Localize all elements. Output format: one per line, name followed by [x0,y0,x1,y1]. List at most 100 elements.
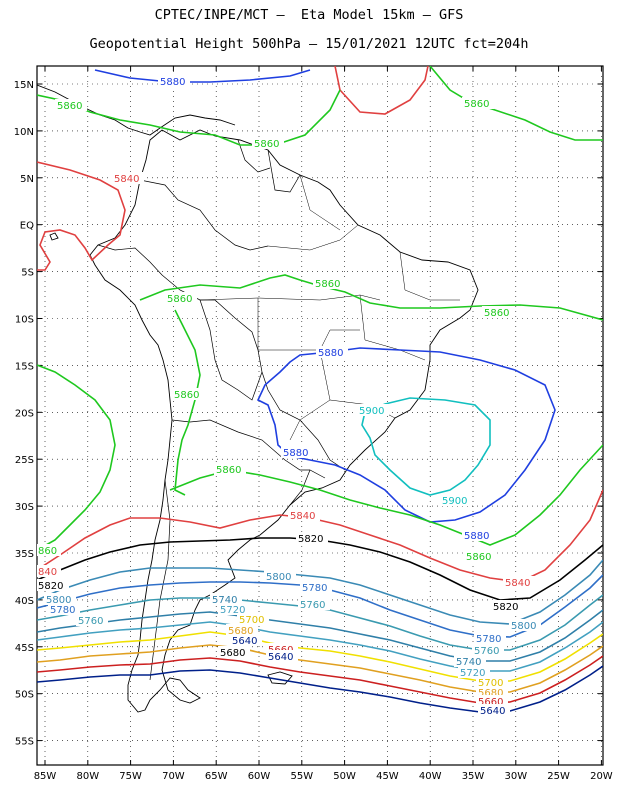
latitude-label: EQ [20,221,34,232]
contour-label-5760: 5760 [474,646,499,657]
longitude-label: 65W [205,771,228,782]
contour-label-5720: 5720 [460,668,485,679]
contour-label-5680: 5680 [228,626,253,637]
longitude-label: 25W [547,771,570,782]
contour-5800 [37,559,603,625]
contour-label-5780: 5780 [50,605,75,616]
contour-label-5760: 5760 [78,616,103,627]
contour-label-5820: 5820 [38,581,63,592]
latitude-label: 15N [14,80,34,91]
contour-label-5860: 5860 [254,139,279,150]
contour-label-5800: 5800 [266,572,291,583]
contour-label-5700: 5700 [478,678,503,689]
longitude-label: 50W [333,771,356,782]
border-bolivia [199,299,263,401]
contour-label-5860: 5860 [484,308,509,319]
caribbean-coast [159,114,236,129]
latitude-label: 15S [15,361,34,372]
axis-ticks [37,66,603,765]
contour-label-5660: 5660 [478,697,503,708]
contour-label-5800: 5800 [511,621,536,632]
map-grid [37,66,603,765]
contour-5720 [37,621,603,672]
longitude-label: 80W [76,771,99,782]
map-frame [36,65,604,766]
galapagos-islands [49,232,59,241]
contour-5700 [37,631,603,682]
falkland-islands [267,671,293,685]
contour-5640 [37,665,603,713]
contour-label-5880: 5880 [160,77,185,88]
contour-label-5860: 5860 [216,465,241,476]
latitude-label: 40S [15,596,34,607]
contour-label-5780: 5780 [302,583,327,594]
contour-label-5860: 5860 [57,101,82,112]
longitude-label: 75W [119,771,142,782]
contour-label-5640: 5640 [480,706,505,717]
contour-label-5840: 5840 [290,511,315,522]
contour-5860-west [37,364,116,551]
contour-label-5840: 5840 [114,174,139,185]
longitude-label: 85W [34,771,57,782]
contour-label-5880: 5880 [464,531,489,542]
contour-5860-northeast [429,66,603,141]
contour-label-5860: 5860 [167,294,192,305]
longitude-labels: 85W 80W 75W 70W 65W 60W 55W 50W 45W 40W 35W 30W 25W 2… [34,771,613,782]
contour-5860-andes [174,309,201,496]
longitude-label: 70W [162,771,185,782]
contour-label-5640: 5640 [232,636,257,647]
contour-label-5860: 5860 [466,552,491,563]
contour-label-5640: 5640 [268,652,293,663]
latitude-label: 30S [15,502,34,513]
map-title-line-2: Geopotential Height 500hPa – 15/01/2021 … [89,36,529,52]
map-title-line-1: CPTEC/INPE/MCT – Eta Model 15km – GFS [154,7,464,23]
border-uruguay [289,469,326,506]
border-guyana [267,149,301,193]
contour-label-5840: 5840 [505,578,530,589]
contour-label-5720: 5720 [220,605,245,616]
latitude-label: 55S [15,737,34,748]
longitude-label: 45W [376,771,399,782]
contour-5680 [37,644,603,693]
latitude-label: 20S [15,408,34,419]
latitude-label: 5S [21,268,34,279]
border-argentina-north [171,419,310,471]
country-borders [97,139,346,681]
central-america-coast [37,84,161,136]
border-venezuela [237,139,271,173]
latitude-label: 10N [14,127,34,138]
contour-label-5780: 5780 [476,634,501,645]
contour-label-5740: 5740 [456,657,481,668]
longitude-label: 40W [419,771,442,782]
contour-label-5680: 5680 [220,648,245,659]
contour-label-5900: 5900 [442,496,467,507]
latitude-label: 45S [15,643,34,654]
contour-label-5900: 5900 [359,406,384,417]
contour-label-5700: 5700 [239,615,264,626]
contour-label-5880: 5880 [318,348,343,359]
contour-label-5740: 5740 [212,595,237,606]
contour-label-5760: 5760 [300,600,325,611]
latitude-label: 35S [15,549,34,560]
latitude-label: 25S [15,455,34,466]
latitude-labels: 15N 10N 5N EQ 5S 10S 15S 20S 25S 30S 35S 40S 45S 50S 5… [14,80,34,748]
contour-5660 [37,655,603,704]
longitude-label: 20W [590,771,613,782]
border-ecuador-peru [97,244,163,276]
longitude-label: 35W [462,771,485,782]
longitude-label: 30W [504,771,527,782]
latitude-label: 50S [15,690,34,701]
contour-5860-north [37,89,341,146]
border-chile-argentina [149,479,171,681]
contour-5880-north [94,69,311,83]
contour-5840-northwest [37,161,126,271]
contour-label-5820: 5820 [298,534,323,545]
contour-label-5860: 5860 [174,390,199,401]
contour-5900-loop [361,397,491,496]
contour-label-5860-edge: 860 [38,546,57,557]
contour-label-5880: 5880 [283,448,308,459]
longitude-label: 60W [248,771,271,782]
contour-label-5860: 5860 [315,279,340,290]
south-america-coast [89,129,479,713]
